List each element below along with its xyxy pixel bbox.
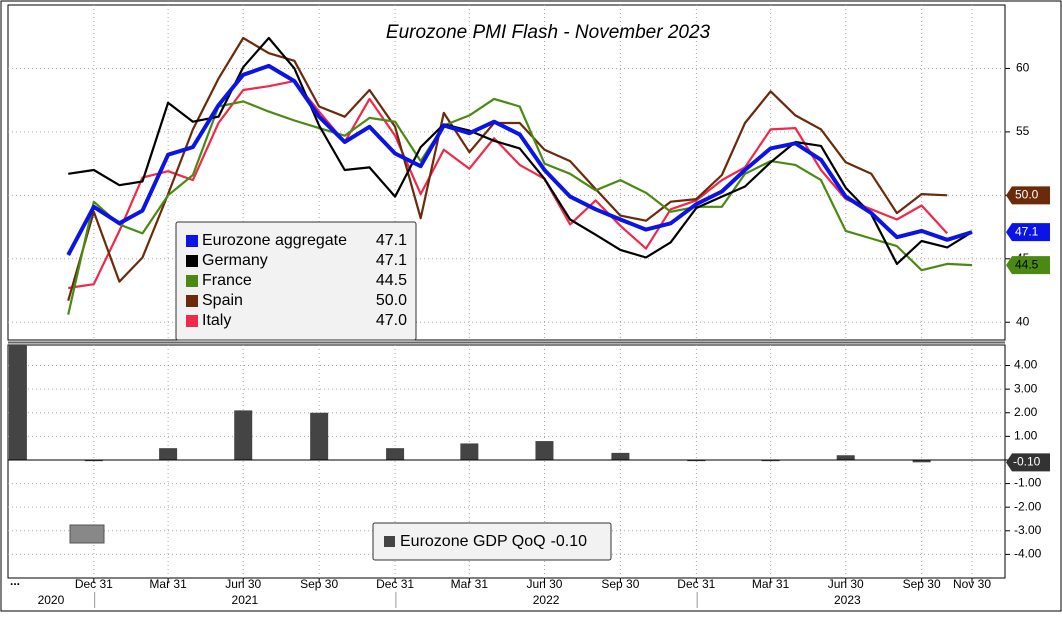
- legend-value: 50.0: [376, 292, 407, 309]
- series-line: [68, 36, 973, 265]
- x-year-label: 2021: [232, 593, 259, 607]
- y-tick-label: 40: [1016, 314, 1030, 328]
- x-tick-label: Dec 31: [376, 577, 414, 591]
- bar: [159, 448, 178, 460]
- overlay: 4045505560Eurozone aggregate47.1Germany4…: [38, 61, 1050, 608]
- x-tick-label: Mar 31: [149, 577, 187, 591]
- bar: [535, 441, 554, 460]
- y-tick-label: -2.00: [1014, 499, 1042, 513]
- bottom-panel: [7, 344, 1006, 579]
- legend-name: Eurozone GDP QoQ: [400, 533, 546, 550]
- x-year-label: 2022: [533, 593, 560, 607]
- x-tick-label: Nov 30: [953, 577, 991, 591]
- bar: [8, 345, 27, 460]
- bar: [234, 410, 253, 460]
- bar: [460, 443, 479, 460]
- series-line: [66, 63, 973, 256]
- legend-box: [175, 221, 417, 341]
- legend-label: Eurozone aggregate: [202, 232, 347, 249]
- value-tag-label: 47.1: [1015, 224, 1039, 238]
- legend-swatch: [186, 315, 198, 327]
- legend-label: Spain: [202, 292, 243, 309]
- y-tick-label: -1.00: [1014, 476, 1042, 490]
- y-tick-label: 60: [1016, 61, 1030, 75]
- bar: [310, 412, 329, 460]
- x-tick-label: Sep 30: [903, 577, 941, 591]
- series-line: [67, 36, 948, 302]
- legend-label: Germany: [202, 252, 268, 269]
- x-tick-label: Dec 31: [677, 577, 715, 591]
- x-tick-label: Jun 30: [828, 577, 864, 591]
- x-tick-label: Mar 31: [451, 577, 489, 591]
- x-tick-label: Jun 30: [526, 577, 562, 591]
- value-tag-label: -0.10: [1013, 454, 1041, 468]
- x-tick-label: Sep 30: [300, 577, 338, 591]
- chart-title: Eurozone PMI Flash - November 2023: [386, 22, 711, 43]
- series-line: [68, 80, 949, 290]
- x-tick-label: Dec 31: [75, 577, 113, 591]
- value-tag-label: 50.0: [1015, 188, 1039, 202]
- bar: [761, 459, 780, 462]
- more: ...: [10, 574, 20, 588]
- legend-value: 47.1: [376, 232, 407, 249]
- y-tick-label: -3.00: [1014, 523, 1042, 537]
- x-year-label: 2023: [834, 593, 861, 607]
- legend: Eurozone aggregate 47.1 Germany 47.1 France 4…: [175, 221, 417, 341]
- value-tag: [1006, 453, 1050, 472]
- legend-box: [372, 522, 612, 561]
- x-tick-label: Jun 30: [225, 577, 261, 591]
- top-panel: [7, 4, 1006, 341]
- y-tick-label: 3.00: [1014, 381, 1038, 395]
- x-tick-label: Mar 31: [752, 577, 790, 591]
- value-tag: [1006, 256, 1050, 275]
- legend-label: Italy: [202, 312, 231, 329]
- x-tick-label: Sep 30: [601, 577, 639, 591]
- y-tick-label: 2.00: [1014, 405, 1038, 419]
- bar: [611, 452, 630, 460]
- x-year-label: 2020: [38, 593, 65, 607]
- legend-value: 44.5: [376, 272, 407, 289]
- bar: [84, 459, 103, 462]
- value-tag: [1006, 186, 1050, 205]
- bar: [912, 459, 931, 463]
- chart-icon[interactable]: [69, 524, 105, 544]
- legend-label: Eurozone GDP QoQ -0.10: [400, 533, 587, 550]
- legend-swatch: [384, 536, 395, 547]
- bar: [836, 455, 855, 460]
- y-tick-label: 4.00: [1014, 358, 1038, 372]
- legend-swatch: [186, 235, 198, 247]
- legend-swatch: [186, 295, 198, 307]
- legend-swatch: [186, 255, 198, 267]
- legend-value: 47.1: [376, 252, 407, 269]
- legend-value: 47.0: [376, 312, 407, 329]
- legend-value: -0.10: [551, 533, 588, 550]
- bar: [386, 448, 405, 460]
- legend: Eurozone GDP QoQ -0.10: [372, 522, 612, 561]
- legend-swatch: [186, 275, 198, 287]
- legend-label: France: [202, 272, 252, 289]
- bottom-plot: [8, 345, 1005, 578]
- y-tick-label: -4.00: [1014, 547, 1042, 561]
- y-tick-label: 55: [1016, 124, 1030, 138]
- bar: [687, 459, 706, 462]
- value-tag-label: 44.5: [1015, 257, 1039, 271]
- top-plot: [8, 5, 1005, 340]
- y-tick-label: 1.00: [1014, 429, 1038, 443]
- value-tag: [1006, 223, 1050, 242]
